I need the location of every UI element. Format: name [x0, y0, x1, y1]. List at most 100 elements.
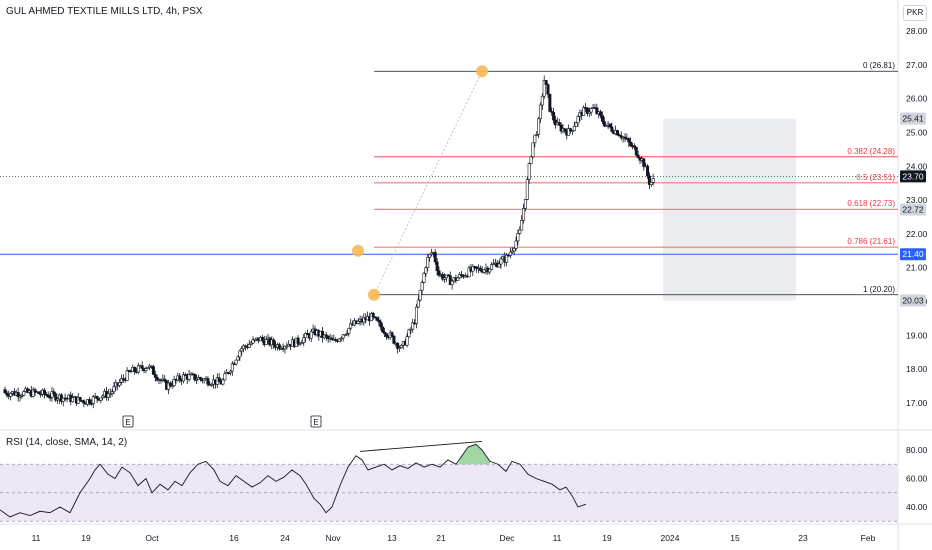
candle-body [71, 397, 75, 403]
candle-body [585, 107, 589, 114]
candle-body [16, 392, 20, 397]
candle-body [202, 378, 206, 382]
candle-body [416, 299, 420, 308]
pivot-marker [352, 244, 364, 257]
candle-body [48, 396, 52, 399]
candle-body [390, 332, 394, 337]
earnings-marker [122, 415, 134, 428]
candle-body [508, 251, 512, 256]
rsi-band [0, 464, 898, 522]
candle-body [337, 338, 341, 342]
y-tick-label: 21.00 [906, 263, 928, 273]
candle-body [569, 128, 573, 131]
candle-body [345, 333, 349, 335]
candle-body [619, 135, 623, 139]
candle-body [615, 130, 619, 136]
candle-body [458, 274, 462, 279]
candle-body [133, 367, 137, 372]
candle-body [349, 323, 353, 329]
candle-body [300, 342, 304, 344]
candle-body [324, 334, 328, 337]
x-tick-label: 19 [602, 533, 612, 543]
candle-body [88, 399, 92, 404]
candle-body [119, 378, 123, 383]
candle-body [471, 266, 475, 272]
candle-body [600, 115, 604, 122]
candle-body [499, 258, 503, 265]
candle-body [604, 125, 608, 127]
candle-body [538, 104, 542, 120]
price-label-bg [900, 248, 926, 261]
candle-body [460, 274, 464, 276]
candle-body [537, 118, 541, 135]
candle-body [82, 400, 86, 404]
candle-body [170, 385, 174, 387]
candle-body [587, 111, 591, 114]
price-label: 23.70 [902, 171, 924, 181]
candle-body [535, 134, 539, 136]
candle-body [321, 330, 325, 338]
candle-body [108, 392, 112, 395]
candle-body [163, 378, 167, 381]
earnings-marker-label: E [313, 418, 318, 427]
candle-body [610, 126, 614, 132]
candle-body [574, 122, 578, 127]
candle-body [636, 154, 640, 159]
candle-body [418, 289, 422, 301]
candle-body [228, 370, 232, 374]
rsi-overbought-fill [458, 444, 490, 465]
price-label-bg [900, 294, 926, 307]
candle-body [136, 365, 140, 373]
candle-body [91, 396, 95, 404]
candle-body [450, 280, 454, 286]
candle-body [22, 391, 26, 396]
x-tick-label: 23 [798, 533, 808, 543]
y-tick-label: 22.00 [906, 229, 928, 239]
candle-body [343, 334, 347, 336]
candle-body [411, 322, 415, 330]
candle-body [435, 261, 439, 272]
price-label-bg [900, 203, 926, 216]
candle-body [599, 111, 603, 116]
rsi-title: RSI (14, close, SMA, 14, 2) [6, 437, 128, 448]
candle-body [523, 199, 527, 209]
candle-body [649, 181, 653, 185]
fib-level-label: 1 (20.20) [863, 285, 895, 294]
candle-body [33, 389, 37, 393]
candle-body [448, 275, 452, 286]
candle-body [230, 363, 234, 372]
candle-body [516, 233, 520, 242]
rsi-tick-label: 60.00 [906, 474, 928, 484]
candle-body [441, 274, 445, 280]
candle-body [563, 128, 567, 132]
candle-body [629, 141, 633, 146]
currency-badge[interactable]: PKR [903, 5, 927, 21]
candle-body [398, 347, 402, 349]
price-label: 20.03 [902, 296, 924, 306]
x-tick-label: 11 [32, 533, 41, 543]
candle-body [195, 379, 199, 381]
candle-body [50, 391, 54, 398]
candle-body [302, 337, 306, 343]
x-tick-label: Oct [145, 533, 159, 543]
candle-body [253, 338, 257, 341]
candle-body [236, 356, 240, 361]
candle-body [155, 377, 159, 381]
candle-body [478, 267, 482, 271]
candle-body [371, 312, 375, 318]
y-tick-label: 23.00 [906, 195, 928, 205]
candle-body [260, 337, 264, 341]
candle-body [61, 397, 65, 402]
candle-body [392, 335, 396, 344]
candle-body [608, 123, 612, 128]
candle-body [396, 342, 400, 349]
candle-body [582, 107, 586, 116]
candle-body [334, 339, 338, 341]
candle-body [168, 382, 172, 387]
candle-body [112, 386, 116, 393]
pivot-marker [368, 288, 380, 301]
candle-body [296, 337, 300, 344]
candle-body [399, 345, 403, 348]
rsi-tick-label: 80.00 [906, 445, 928, 455]
